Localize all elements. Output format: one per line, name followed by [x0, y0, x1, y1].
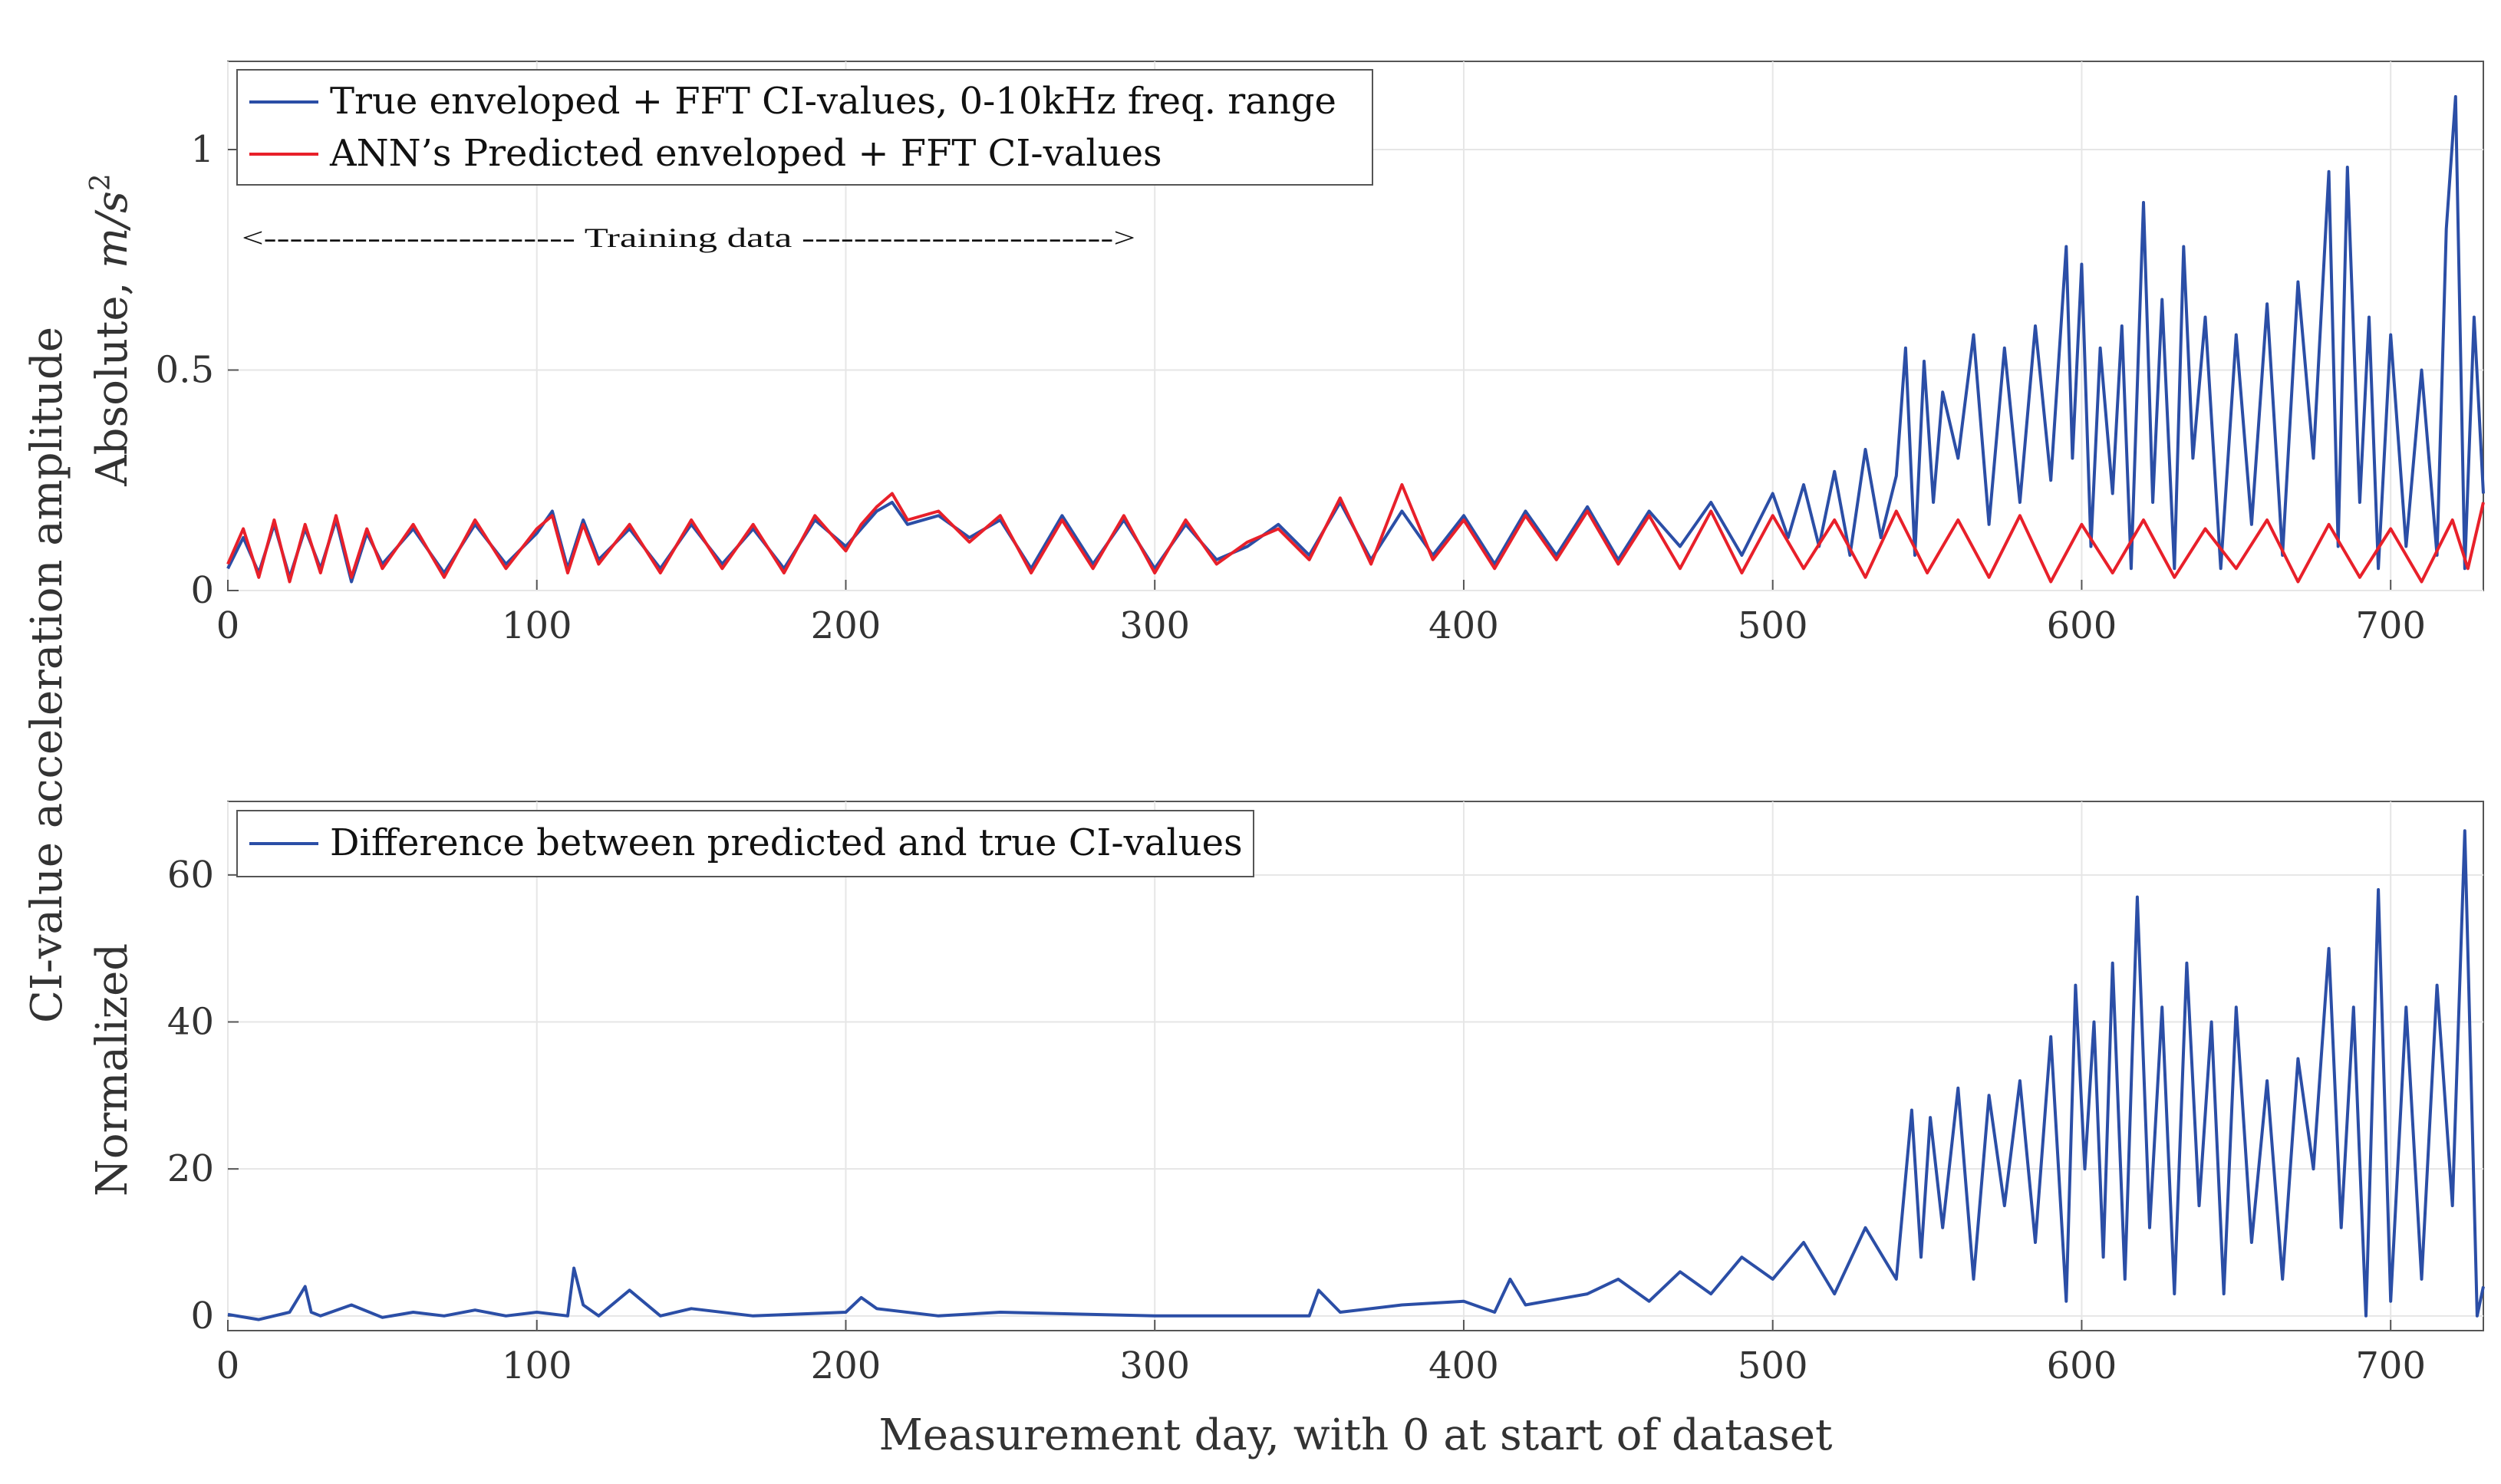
legend-label-predicted: ANN’s Predicted enveloped + FFT CI-value… — [329, 132, 1162, 175]
bottom-ytick-0: 0 — [190, 1295, 214, 1338]
bottom-ylabel: Normalized — [87, 943, 137, 1196]
top-y-tick-labels: 00.51 — [156, 128, 214, 612]
top-ytick-2: 1 — [190, 128, 214, 171]
bottom-xtick-700: 700 — [2355, 1344, 2426, 1387]
bottom-xtick-500: 500 — [1738, 1344, 1808, 1387]
bottom-xtick-300: 300 — [1119, 1344, 1190, 1387]
bottom-legend: Difference between predicted and true CI… — [236, 810, 1254, 877]
top-legend: True enveloped + FFT CI-values, 0-10kHz … — [236, 69, 1373, 186]
top-xtick-700: 700 — [2355, 604, 2426, 647]
legend-label-difference: Difference between predicted and true CI… — [330, 821, 1243, 864]
bottom-xtick-0: 0 — [216, 1344, 240, 1387]
bottom-x-tick-labels: 0 100 200 300 400 500 600 700 — [216, 1344, 2426, 1387]
top-xtick-200: 200 — [811, 604, 881, 647]
top-series-1-line — [226, 483, 2485, 584]
top-ylabel-unit: m/s — [87, 191, 137, 268]
top-ylabel: Absolute, m/s2 — [85, 173, 137, 487]
bottom-xtick-600: 600 — [2047, 1344, 2117, 1387]
top-panel: 0 100 200 300 400 500 600 700 00.51 Absolute, m… — [85, 61, 2485, 647]
top-xtick-0: 0 — [216, 604, 240, 647]
shared-ylabel: CI-value acceleration amplitude — [22, 327, 72, 1023]
top-xtick-300: 300 — [1119, 604, 1190, 647]
bottom-xtick-100: 100 — [502, 1344, 572, 1387]
top-xtick-500: 500 — [1738, 604, 1808, 647]
bottom-ytick-2: 40 — [167, 1001, 214, 1044]
top-legend-box — [236, 69, 1373, 186]
top-ylabel-prefix: Absolute, — [87, 268, 137, 487]
bottom-xtick-200: 200 — [811, 1344, 881, 1387]
top-xtick-100: 100 — [502, 604, 572, 647]
legend-label-true: True enveloped + FFT CI-values, 0-10kHz … — [330, 80, 1336, 123]
bottom-xtick-400: 400 — [1428, 1344, 1499, 1387]
bottom-ytick-1: 20 — [167, 1147, 214, 1190]
training-data-annotation: <------------------------ Training data … — [242, 222, 1135, 253]
top-ylabel-exponent: 2 — [85, 173, 117, 191]
bottom-series-0-line — [227, 829, 2485, 1321]
top-x-tick-labels: 0 100 200 300 400 500 600 700 — [216, 604, 2426, 647]
bottom-ytick-3: 60 — [167, 854, 214, 897]
top-series-lines — [226, 95, 2485, 584]
top-ytick-1: 0.5 — [156, 349, 214, 392]
top-xtick-400: 400 — [1428, 604, 1499, 647]
bottom-plot-area — [227, 801, 2484, 1331]
top-xtick-600: 600 — [2047, 604, 2117, 647]
shared-xlabel: Measurement day, with 0 at start of data… — [878, 1410, 1833, 1460]
bottom-panel: 0 100 200 300 400 500 600 700 0 20 40 60 Normalize… — [87, 801, 2485, 1460]
bottom-y-tick-labels: 0 20 40 60 — [167, 854, 214, 1338]
bottom-gridlines — [227, 801, 2483, 1331]
bottom-legend-box — [236, 810, 1254, 877]
bottom-series-lines — [227, 829, 2485, 1321]
top-ytick-0: 0 — [190, 569, 214, 612]
